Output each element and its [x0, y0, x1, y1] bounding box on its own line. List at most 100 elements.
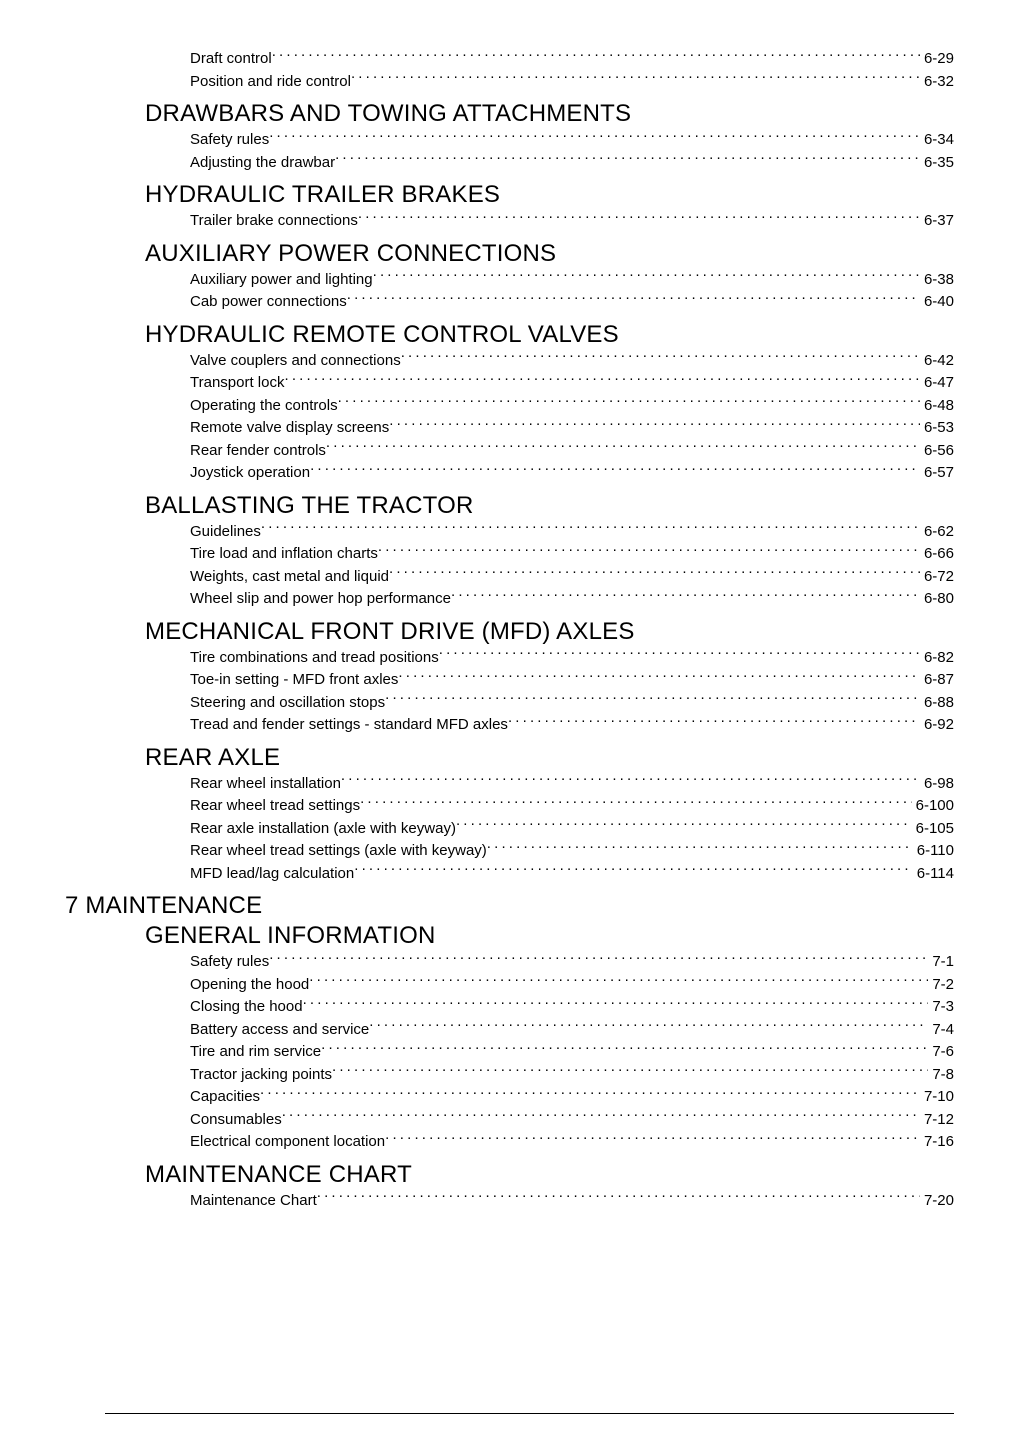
- toc-section: GENERAL INFORMATION Safety rules 7-1 Ope…: [105, 921, 954, 1154]
- toc-entry-page: 6-110: [913, 840, 954, 863]
- toc-entry-page: 6-114: [913, 863, 954, 886]
- toc-entry-page: 6-42: [920, 350, 954, 373]
- toc-entry-label: Electrical component location: [190, 1131, 385, 1154]
- toc-entry: Rear axle installation (axle with keyway…: [190, 818, 954, 841]
- toc-entry-label: Steering and oscillation stops: [190, 692, 385, 715]
- toc-entry-page: 7-16: [920, 1131, 954, 1154]
- toc-entry-page: 6-92: [920, 714, 954, 737]
- toc-leader-dots: [335, 152, 920, 167]
- toc-leader-dots: [347, 291, 920, 306]
- toc-entry: Trailer brake connections 6-37: [190, 210, 954, 233]
- toc-entry: Remote valve display screens 6-53: [190, 417, 954, 440]
- toc-entry-page: 6-100: [912, 795, 954, 818]
- section-heading: GENERAL INFORMATION: [145, 921, 954, 951]
- toc-entry-label: Consumables: [190, 1109, 282, 1132]
- toc-entry-label: Battery access and service: [190, 1019, 369, 1042]
- toc-entry-label: Rear axle installation (axle with keyway…: [190, 818, 456, 841]
- toc-entry-page: 6-48: [920, 395, 954, 418]
- section-heading: BALLASTING THE TRACTOR: [145, 491, 954, 521]
- toc-leader-dots: [284, 372, 919, 387]
- toc-entry-page: 7-10: [920, 1086, 954, 1109]
- toc-leader-dots: [321, 1041, 928, 1056]
- toc-section: AUXILIARY POWER CONNECTIONS Auxiliary po…: [105, 239, 954, 314]
- toc-entry-page: 7-12: [920, 1109, 954, 1132]
- toc-leader-dots: [389, 566, 920, 581]
- toc-entry-label: Weights, cast metal and liquid: [190, 566, 389, 589]
- toc-entry-label: Draft control: [190, 48, 272, 71]
- toc-entry-page: 6-66: [920, 543, 954, 566]
- section-heading: HYDRAULIC REMOTE CONTROL VALVES: [145, 320, 954, 350]
- toc-pretext: Draft control 6-29 Position and ride con…: [105, 48, 954, 93]
- toc-leader-dots: [338, 395, 920, 410]
- toc-entry-label: Auxiliary power and lighting: [190, 269, 373, 292]
- toc-section: BALLASTING THE TRACTOR Guidelines 6-62 T…: [105, 491, 954, 611]
- toc-entry-page: 7-2: [928, 974, 954, 997]
- toc-entry: Opening the hood 7-2: [190, 974, 954, 997]
- toc-entry: Transport lock 6-47: [190, 372, 954, 395]
- toc-entry: Battery access and service 7-4: [190, 1019, 954, 1042]
- toc-leader-dots: [456, 818, 912, 833]
- toc-entry-label: Trailer brake connections: [190, 210, 358, 233]
- toc-entry-label: Tractor jacking points: [190, 1064, 332, 1087]
- toc-leader-dots: [317, 1190, 920, 1205]
- toc-section: MECHANICAL FRONT DRIVE (MFD) AXLES Tire …: [105, 617, 954, 737]
- toc-entry-label: Wheel slip and power hop performance: [190, 588, 451, 611]
- toc-entry-page: 6-88: [920, 692, 954, 715]
- toc-leader-dots: [326, 440, 920, 455]
- toc-entry-page: 6-29: [920, 48, 954, 71]
- toc-entry: Safety rules 7-1: [190, 951, 954, 974]
- toc-leader-dots: [303, 996, 929, 1011]
- toc-entry-page: 6-38: [920, 269, 954, 292]
- toc-entry-label: Cab power connections: [190, 291, 347, 314]
- toc-entry-page: 7-4: [928, 1019, 954, 1042]
- chapter-heading: 7 MAINTENANCE: [65, 891, 954, 921]
- toc-entry-label: Capacities: [190, 1086, 260, 1109]
- toc-leader-dots: [269, 129, 920, 144]
- section-heading: DRAWBARS AND TOWING ATTACHMENTS: [145, 99, 954, 129]
- toc-entry-label: MFD lead/lag calculation: [190, 863, 354, 886]
- toc-entry: Tire combinations and tread positions 6-…: [190, 647, 954, 670]
- toc-entry: Adjusting the drawbar 6-35: [190, 152, 954, 175]
- toc-entry-page: 7-8: [928, 1064, 954, 1087]
- toc-entry-label: Toe-in setting - MFD front axles: [190, 669, 398, 692]
- toc-leader-dots: [360, 795, 912, 810]
- toc-entry-label: Rear wheel tread settings: [190, 795, 360, 818]
- toc-entry: Cab power connections 6-40: [190, 291, 954, 314]
- toc-entry: Auxiliary power and lighting 6-38: [190, 269, 954, 292]
- section-heading: AUXILIARY POWER CONNECTIONS: [145, 239, 954, 269]
- toc-leader-dots: [354, 863, 912, 878]
- toc-leader-dots: [385, 692, 920, 707]
- section-heading: REAR AXLE: [145, 743, 954, 773]
- toc-entry: Maintenance Chart 7-20: [190, 1190, 954, 1213]
- toc-section: MAINTENANCE CHART Maintenance Chart 7-20: [105, 1160, 954, 1213]
- toc-section: HYDRAULIC REMOTE CONTROL VALVES Valve co…: [105, 320, 954, 485]
- toc-entry: Tire and rim service 7-6: [190, 1041, 954, 1064]
- toc-leader-dots: [378, 543, 920, 558]
- section-heading: HYDRAULIC TRAILER BRAKES: [145, 180, 954, 210]
- toc-entry: Steering and oscillation stops 6-88: [190, 692, 954, 715]
- toc-entry: Rear wheel installation 6-98: [190, 773, 954, 796]
- toc-entry-label: Rear wheel installation: [190, 773, 341, 796]
- toc-leader-dots: [451, 588, 920, 603]
- toc-entry: Valve couplers and connections 6-42: [190, 350, 954, 373]
- toc-entry-label: Adjusting the drawbar: [190, 152, 335, 175]
- toc-entry-label: Closing the hood: [190, 996, 303, 1019]
- toc-leader-dots: [332, 1064, 928, 1079]
- toc-leader-dots: [310, 462, 920, 477]
- toc-entry-label: Guidelines: [190, 521, 261, 544]
- toc-entry-label: Tire load and inflation charts: [190, 543, 378, 566]
- toc-entry-page: 6-35: [920, 152, 954, 175]
- toc-entry-label: Valve couplers and connections: [190, 350, 401, 373]
- toc-entry-label: Rear wheel tread settings (axle with key…: [190, 840, 487, 863]
- toc-section: DRAWBARS AND TOWING ATTACHMENTS Safety r…: [105, 99, 954, 174]
- toc-entry: Rear wheel tread settings (axle with key…: [190, 840, 954, 863]
- toc-leader-dots: [439, 647, 920, 662]
- toc-leader-dots: [508, 714, 920, 729]
- toc-leader-dots: [260, 1086, 920, 1101]
- toc-entry: Guidelines 6-62: [190, 521, 954, 544]
- toc-leader-dots: [389, 417, 920, 432]
- toc-leader-dots: [401, 350, 920, 365]
- toc-entry-page: 6-56: [920, 440, 954, 463]
- toc-entry: Tractor jacking points 7-8: [190, 1064, 954, 1087]
- toc-entry: Rear fender controls 6-56: [190, 440, 954, 463]
